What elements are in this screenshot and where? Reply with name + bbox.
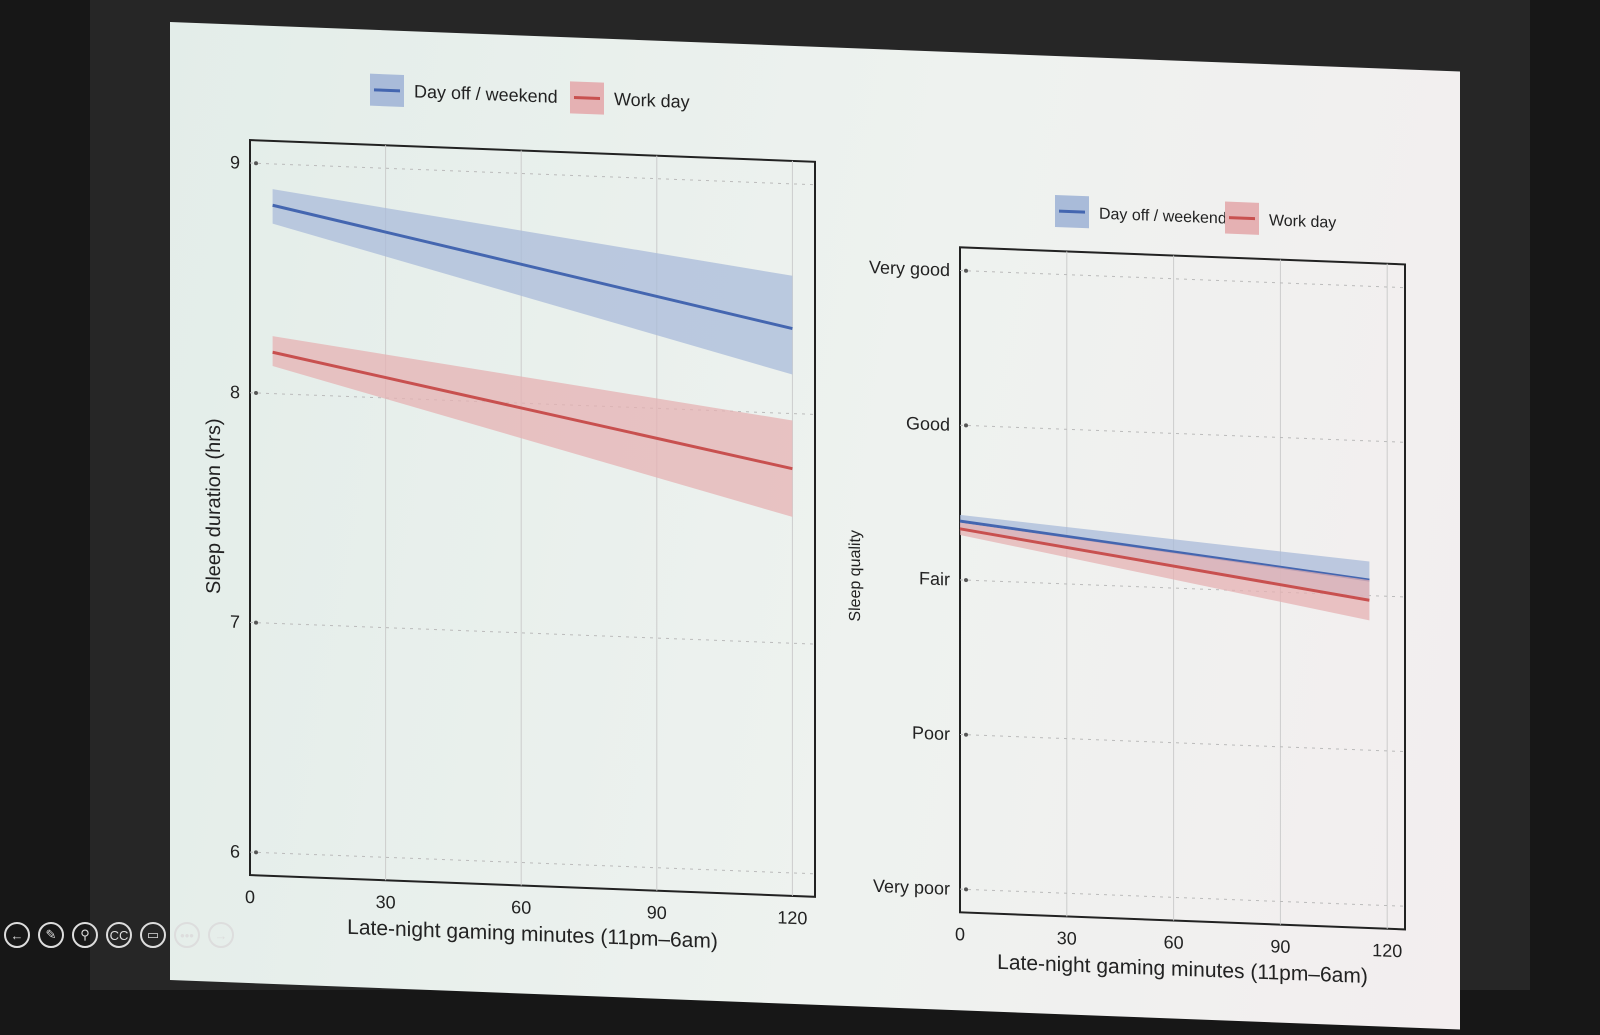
trend-line-weekend xyxy=(272,203,793,331)
captions-button[interactable]: CC xyxy=(106,922,132,948)
y-tick-label: 6 xyxy=(230,841,240,861)
data-point xyxy=(254,161,258,166)
data-point xyxy=(964,578,968,583)
screen-button[interactable]: ▭ xyxy=(140,922,166,948)
x-axis-label: Late-night gaming minutes (11pm–6am) xyxy=(997,951,1368,988)
x-tick-label: 90 xyxy=(647,902,667,923)
legend-line xyxy=(1229,216,1255,221)
forward-button[interactable]: → xyxy=(208,922,234,948)
legend-line xyxy=(574,96,600,101)
data-point xyxy=(964,268,968,273)
y-tick-label: Poor xyxy=(912,723,950,744)
x-tick-label: 0 xyxy=(955,924,965,944)
x-tick-label: 60 xyxy=(1164,932,1184,953)
grid-line-y xyxy=(960,424,1405,443)
trend-line-work xyxy=(959,527,1370,602)
x-tick-label: 90 xyxy=(1270,936,1290,957)
x-tick-label: 60 xyxy=(511,897,531,918)
pen-button[interactable]: ✎ xyxy=(38,922,64,948)
grid-line-y xyxy=(250,621,815,645)
data-point xyxy=(254,620,258,625)
legend-label: Work day xyxy=(614,89,690,112)
grid-line-y xyxy=(960,270,1405,289)
trend-line-work xyxy=(272,350,793,471)
legend-line xyxy=(374,88,400,93)
trend-line-weekend xyxy=(959,519,1370,582)
legend-label: Day off / weekend xyxy=(1099,206,1227,228)
y-tick-label: Very poor xyxy=(873,876,950,899)
slide: 0 30 60 90 120 6 7 8 9 Late-night gaming minutes … xyxy=(170,22,1460,1030)
y-tick-label: 8 xyxy=(230,382,240,402)
data-point xyxy=(254,850,258,855)
confidence-band-weekend xyxy=(272,189,793,375)
grid-line-y xyxy=(960,888,1405,907)
x-tick-label: 30 xyxy=(376,892,396,913)
legend-label: Day off / weekend xyxy=(414,81,558,107)
screen-icon: ▭ xyxy=(146,927,160,942)
y-axis-label: Sleep quality xyxy=(847,530,864,622)
pen-icon: ✎ xyxy=(45,927,57,942)
zoom-icon: ⚲ xyxy=(80,927,90,942)
charts-svg: 0 30 60 90 120 6 7 8 9 Late-night gaming minutes … xyxy=(203,73,1406,988)
legend-label: Work day xyxy=(1269,212,1336,232)
confidence-band-work xyxy=(272,336,793,517)
y-tick-label: 7 xyxy=(230,612,240,632)
data-point xyxy=(964,887,968,892)
presentation-controls: ← ✎ ⚲ CC ▭ ••• → xyxy=(4,922,234,948)
y-axis-label: Sleep duration (hrs) xyxy=(203,418,225,594)
back-button[interactable]: ← xyxy=(4,922,30,948)
x-tick-label: 0 xyxy=(245,887,255,907)
x-tick-label: 120 xyxy=(1372,940,1402,961)
data-point xyxy=(254,390,258,395)
more-icon: ••• xyxy=(180,927,194,943)
legend-line xyxy=(1059,209,1085,214)
plot-frame xyxy=(249,139,816,898)
back-icon: ← xyxy=(10,927,24,943)
grid-line-y xyxy=(250,851,815,875)
x-tick-label: 120 xyxy=(777,907,807,928)
grid-line-y xyxy=(960,733,1405,753)
data-point xyxy=(964,423,968,428)
y-tick-label: Good xyxy=(906,413,950,435)
y-tick-label: 9 xyxy=(230,152,240,172)
more-button[interactable]: ••• xyxy=(174,922,200,948)
zoom-button[interactable]: ⚲ xyxy=(72,922,98,948)
grid-line-y xyxy=(250,162,815,186)
y-tick-label: Very good xyxy=(869,257,950,280)
captions-icon: CC xyxy=(109,927,129,943)
forward-icon: → xyxy=(214,927,228,943)
data-point xyxy=(964,732,968,737)
x-tick-label: 30 xyxy=(1057,928,1077,949)
y-tick-label: Fair xyxy=(919,568,950,589)
